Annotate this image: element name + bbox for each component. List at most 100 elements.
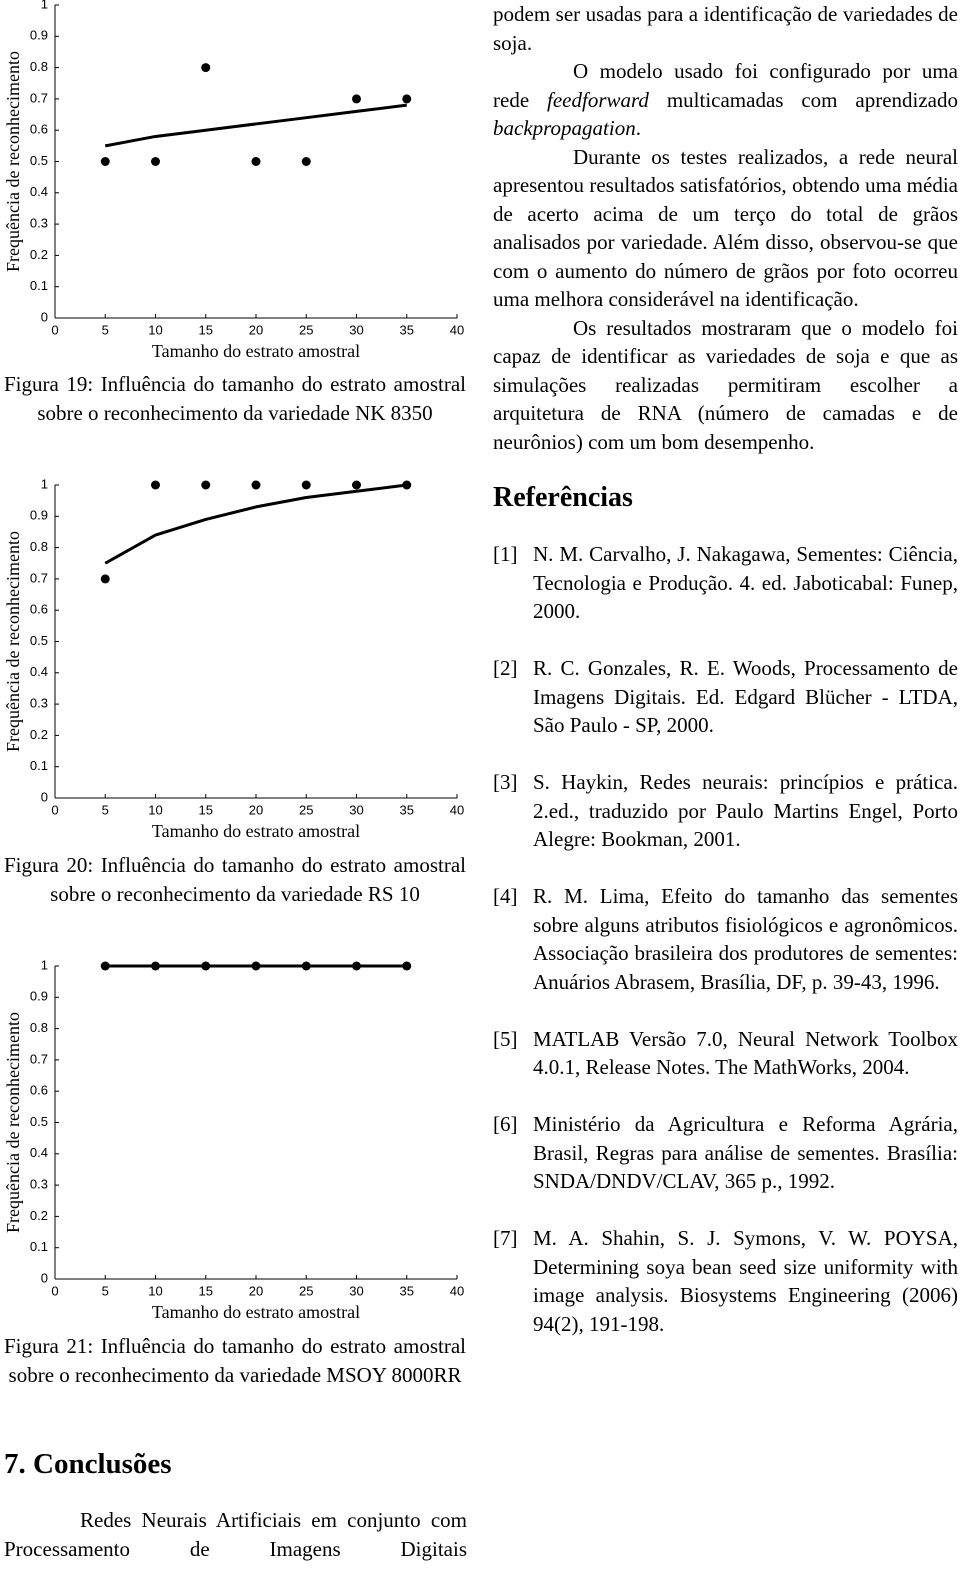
y-axis-label: Frequência de reconhecimento [3,1012,23,1233]
y-tick-label: 0.2 [30,1208,48,1223]
data-point [402,94,412,104]
y-tick-label: 0.1 [30,278,48,293]
y-tick-label: 0.4 [30,664,48,679]
fit-line [104,103,407,148]
x-tick-label: 15 [199,802,213,817]
reference-text: Ministério da Agricultura e Reforma Agrá… [533,1112,958,1193]
y-tick-label: 0.6 [30,602,48,617]
italic-text: feedforward [547,87,649,112]
right-column: podem ser usadas para a identificação de… [493,0,958,1367]
reference: [5] MATLAB Versão 7.0, Neural Network Too… [493,1025,958,1082]
data-point [352,480,361,490]
x-tick-label: 10 [148,802,162,817]
x-tick-label: 40 [450,802,464,817]
paragraph: Durante os testes realizados, a rede neu… [493,143,958,314]
data-point [301,480,311,490]
x-tick-label: 10 [148,1283,162,1298]
section-heading: 7. Conclusões [4,1448,172,1480]
text: . [635,116,641,140]
x-tick-label: 5 [102,322,109,337]
x-tick-label: 20 [249,802,263,817]
reference-label: [2] [493,656,518,680]
reference: [3] S. Haykin, Redes neurais: princípios … [493,768,958,854]
x-axis-label: Tamanho do estrato amostral [152,1302,360,1322]
y-tick-label: 1 [41,476,48,491]
x-tick-label: 25 [299,802,313,817]
y-tick-label: 0.4 [30,184,48,199]
figure-caption: Figura 21: Influência do tamanho do estr… [4,1334,466,1387]
y-tick-label: 0.9 [30,989,48,1004]
x-tick-label: 30 [349,802,363,817]
y-tick-label: 0.4 [30,1145,48,1160]
x-axis-label: Tamanho do estrato amostral [152,821,360,841]
y-tick-label: 0.9 [30,508,48,523]
reference-text: S. Haykin, Redes neurais: princípios e p… [533,770,958,851]
y-tick-label: 0.8 [30,59,48,74]
x-tick-label: 40 [450,1283,464,1298]
reference-label: [1] [493,542,518,566]
italic-text: backpropagation [493,116,636,140]
y-axis-label: Frequência de reconhecimento [3,531,23,752]
y-tick-label: 0.7 [30,90,48,105]
data-point [100,157,110,166]
y-tick-label: 0.7 [30,570,48,585]
y-tick-label: 0.8 [30,539,48,554]
reference: [4] R. M. Lima, Efeito do tamanho das sem… [493,882,958,996]
text: Os resultados mostraram que o modelo foi… [493,315,958,454]
fit-line [104,483,407,565]
paragraph: O modelo usado foi configurado por uma r… [493,57,958,143]
y-tick-label: 0.3 [30,696,48,711]
reference: [1] N. M. Carvalho, J. Nakagawa, Sementes… [493,540,958,626]
chart: 00.10.20.30.40.50.60.70.80.910 5 10 15 20 25 3… [3,476,464,841]
x-tick-label: 15 [199,1283,213,1298]
reference-text: R. C. Gonzales, R. E. Woods, Processamen… [533,656,958,737]
x-tick-label: 15 [199,322,213,337]
y-tick-label: 0 [41,1270,48,1285]
reference-list: [1] N. M. Carvalho, J. Nakagawa, Sementes… [493,540,958,1338]
text: podem ser usadas para a identificação de… [493,2,958,55]
data-point [352,94,361,104]
reference-label: [3] [493,770,518,794]
text: multicamadas com aprendizado [648,87,958,112]
y-tick-label: 0.3 [30,216,48,231]
paragraph: Os resultados mostraram que o modelo foi… [493,314,958,457]
figure-caption: Figura 20: Influência do tamanho do estr… [4,853,466,906]
x-tick-label: 5 [102,1283,109,1298]
reference: [2] R. C. Gonzales, R. E. Woods, Processa… [493,654,958,740]
figure-caption: Figura 19: Influência do tamanho do estr… [4,372,466,425]
reference-label: [6] [493,1112,518,1136]
chart: 00.10.20.30.40.50.60.70.80.910 5 10 15 20 25 3… [3,957,464,1322]
reference-label: [4] [493,884,518,908]
y-tick-label: 0.2 [30,727,48,742]
data-point [201,63,211,73]
data-point [201,480,211,490]
x-tick-label: 0 [51,802,58,817]
y-tick-label: 0.2 [30,247,48,262]
y-tick-label: 0.7 [30,1051,48,1066]
data-point [151,480,160,490]
y-tick-label: 0 [41,309,48,324]
reference-text: N. M. Carvalho, J. Nakagawa, Sementes: C… [533,542,958,623]
x-tick-label: 30 [349,322,363,337]
x-tick-label: 35 [400,1283,414,1298]
x-axis-label: Tamanho do estrato amostral [152,341,360,361]
x-tick-label: 20 [249,1283,263,1298]
x-tick-label: 10 [148,322,162,337]
chart: 00.10.20.30.40.50.60.70.80.910 5 10 15 20 25 3… [3,0,464,361]
y-tick-label: 0.8 [30,1020,48,1035]
data-point [251,480,261,490]
y-tick-label: 1 [41,0,48,11]
x-tick-label: 35 [400,322,414,337]
y-tick-label: 0.5 [30,153,48,168]
y-tick-label: 0.5 [30,1114,48,1129]
reference: [7] M. A. Shahin, S. J. Symons, V. W. POY… [493,1224,958,1338]
conclusions: 7. Conclusões Redes Neurais Artificiais … [4,1444,467,1563]
x-tick-label: 25 [299,322,313,337]
reference: [6] Ministério da Agricultura e Reforma A… [493,1110,958,1196]
paragraph: podem ser usadas para a identificação de… [493,0,958,57]
y-tick-label: 1 [41,957,48,972]
x-tick-label: 40 [450,322,464,337]
x-tick-label: 0 [51,1283,58,1298]
reference-label: [5] [493,1026,518,1051]
